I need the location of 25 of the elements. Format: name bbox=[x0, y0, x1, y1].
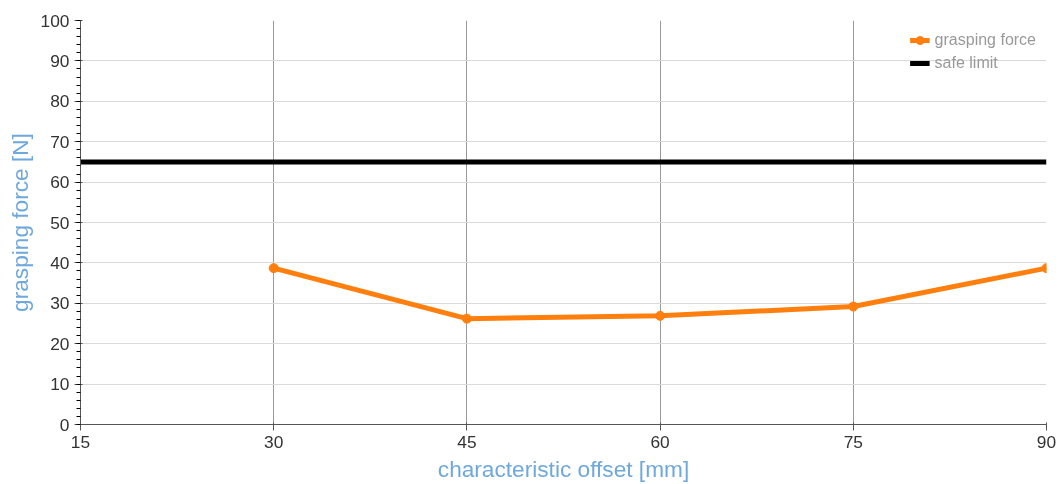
y-tick-label: 70 bbox=[50, 131, 70, 152]
point bbox=[268, 263, 279, 274]
y-axis-title: grasping force [N] bbox=[6, 133, 33, 312]
x-tick-label: 90 bbox=[1036, 431, 1057, 452]
point bbox=[461, 313, 472, 324]
y-tick-label: 0 bbox=[59, 414, 70, 435]
x-tick-label: 45 bbox=[457, 431, 477, 452]
x-tick-label: 75 bbox=[843, 431, 863, 452]
y-tick-label: 20 bbox=[50, 333, 70, 354]
legend-label: grasping force bbox=[934, 31, 1036, 49]
y-tick-label: 40 bbox=[50, 252, 70, 273]
y-tick-label: 10 bbox=[50, 374, 70, 395]
y-tick-label: 90 bbox=[50, 50, 70, 71]
y-tick-label: 30 bbox=[50, 293, 70, 314]
x-tick-label: 15 bbox=[70, 431, 91, 452]
x-axis-title: characteristic offset [mm] bbox=[437, 455, 690, 482]
point bbox=[848, 301, 859, 312]
point bbox=[655, 310, 666, 321]
y-tick-label: 100 bbox=[40, 10, 70, 31]
x-tick-label: 60 bbox=[650, 431, 670, 452]
x-tick-label: 30 bbox=[264, 431, 284, 452]
legend-label: safe limit bbox=[934, 54, 998, 72]
y-tick-label: 50 bbox=[50, 212, 70, 233]
y-tick-label: 80 bbox=[50, 91, 70, 112]
y-tick-label: 60 bbox=[50, 172, 70, 193]
